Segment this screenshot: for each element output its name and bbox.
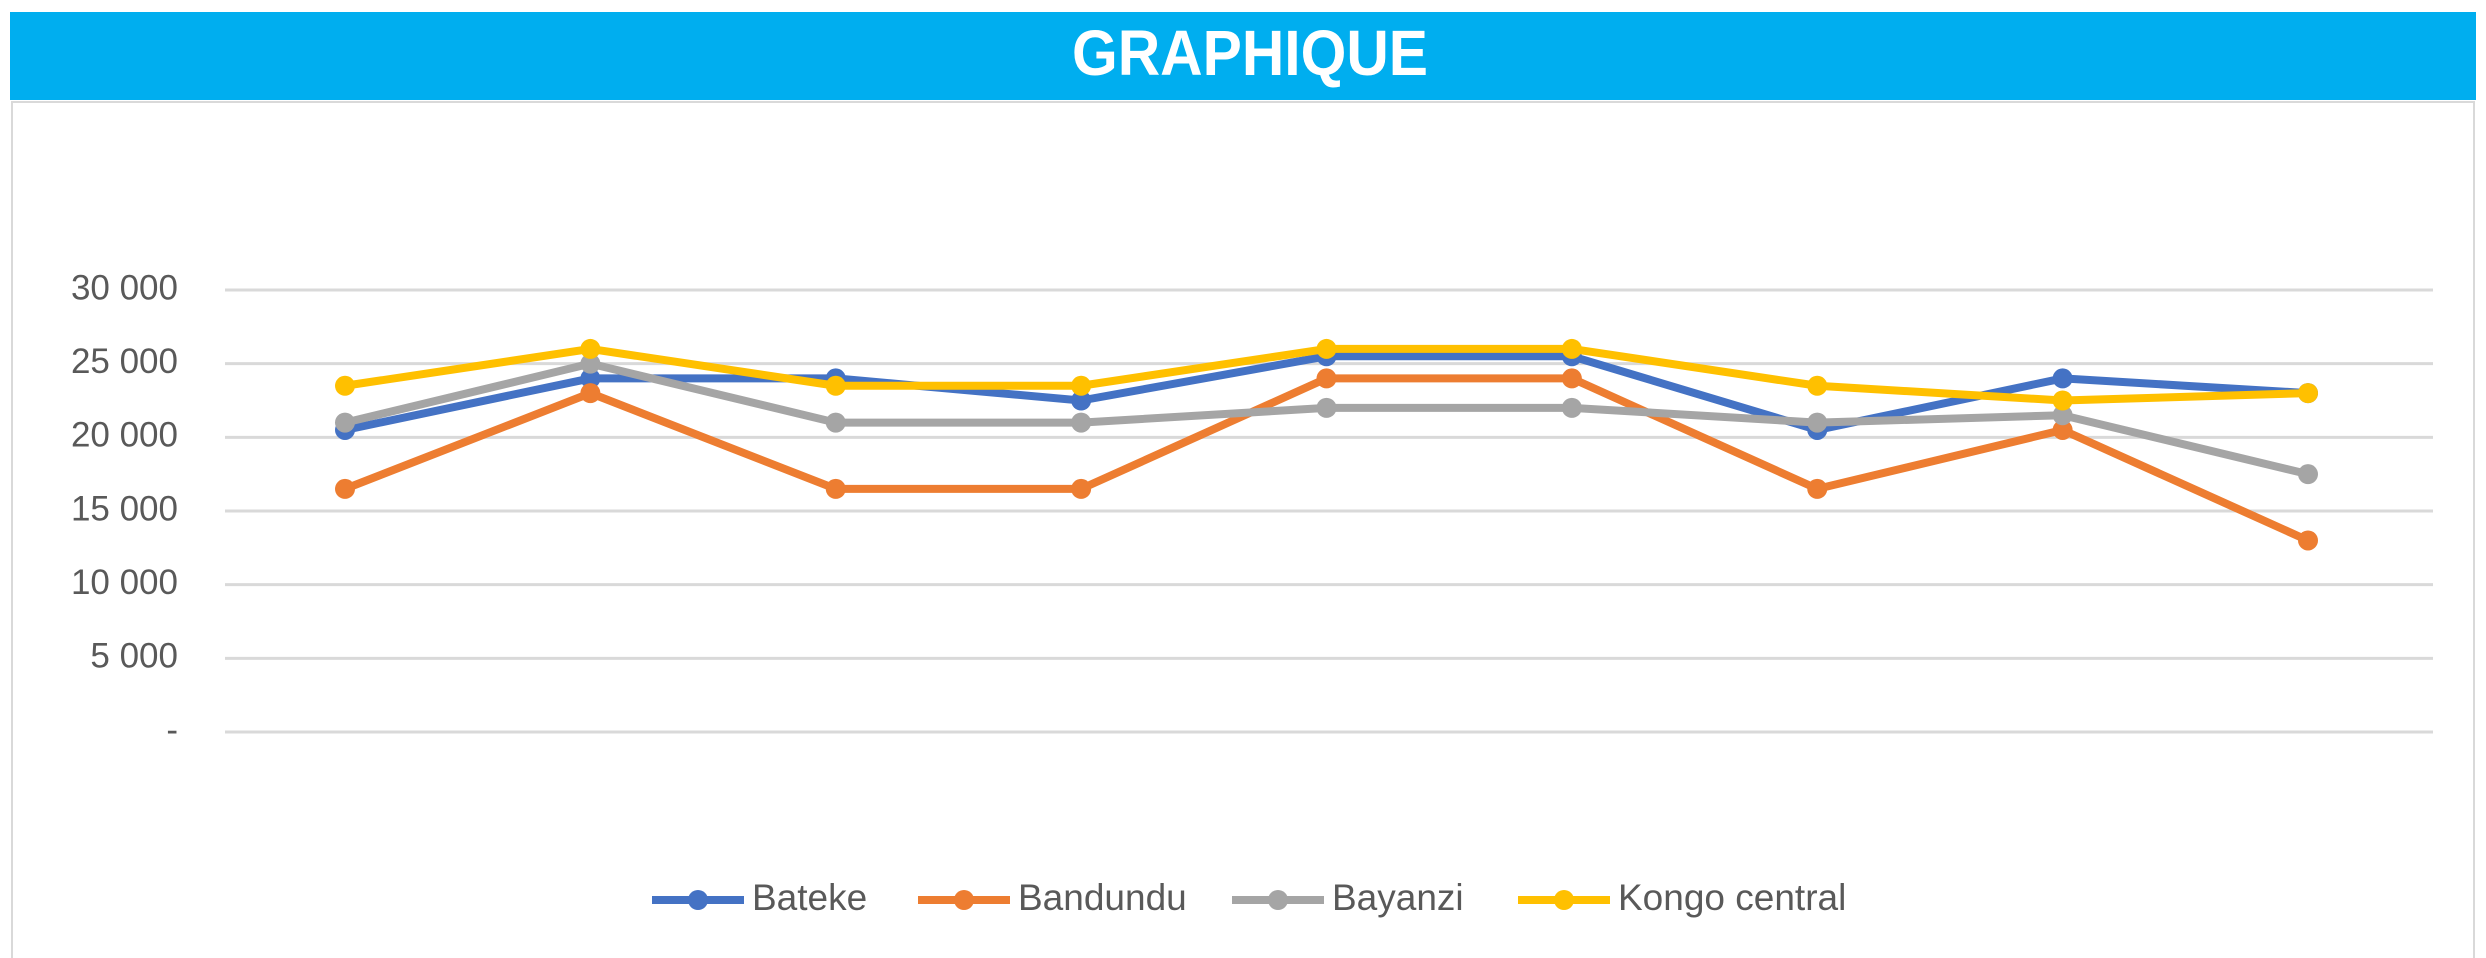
y-tick-label: 20 000 — [71, 416, 178, 455]
point — [2052, 390, 2073, 411]
point — [2052, 368, 2073, 389]
y-tick-label: 10 000 — [71, 563, 178, 602]
point — [2052, 405, 2073, 426]
point — [2298, 530, 2318, 551]
point — [1807, 412, 1828, 433]
legend-label: Bandundu — [1018, 877, 1187, 918]
legend-label: Kongo central — [1618, 877, 1846, 918]
point — [2298, 383, 2318, 404]
point — [335, 375, 355, 396]
point — [1807, 478, 1828, 499]
point — [1561, 397, 1582, 418]
point — [580, 338, 601, 359]
point — [825, 375, 846, 396]
point — [2298, 464, 2318, 485]
chart-title: GRAPHIQUE — [1072, 17, 1428, 89]
point — [2052, 419, 2073, 440]
legend-marker — [954, 890, 974, 910]
point — [1071, 390, 1092, 411]
point — [825, 478, 846, 499]
point — [1071, 412, 1092, 433]
legend-marker — [1268, 890, 1288, 910]
point — [825, 412, 846, 433]
point — [1316, 338, 1337, 359]
y-tick-label: 5 000 — [90, 637, 178, 676]
legend-label: Bateke — [752, 877, 867, 918]
point — [1071, 478, 1092, 499]
point — [580, 368, 601, 389]
point — [1807, 375, 1828, 396]
y-tick-label: - — [166, 710, 178, 749]
y-tick-label: 30 000 — [71, 268, 178, 307]
legend-marker — [1554, 890, 1574, 910]
point — [1071, 375, 1092, 396]
y-tick-label: 25 000 — [71, 342, 178, 381]
point — [335, 478, 355, 499]
point — [580, 353, 601, 374]
point — [1316, 368, 1337, 389]
title-bar — [10, 12, 2476, 100]
chart-area — [11, 101, 2475, 958]
point — [1561, 338, 1582, 359]
y-tick-label: 15 000 — [71, 489, 178, 528]
point — [335, 412, 355, 433]
point — [580, 383, 601, 404]
legend-label: Bayanzi — [1332, 877, 1464, 918]
legend-marker — [688, 890, 708, 910]
point — [1561, 368, 1582, 389]
point — [1316, 397, 1337, 418]
